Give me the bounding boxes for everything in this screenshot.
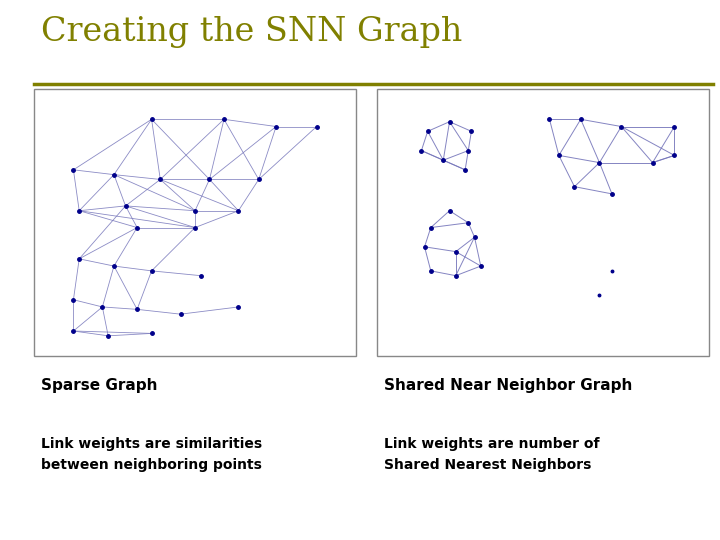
FancyBboxPatch shape bbox=[377, 89, 709, 356]
Text: Creating the SNN Graph: Creating the SNN Graph bbox=[41, 16, 462, 48]
Text: Sparse Graph: Sparse Graph bbox=[41, 378, 158, 393]
Text: Link weights are number of
Shared Nearest Neighbors: Link weights are number of Shared Neares… bbox=[384, 437, 600, 472]
FancyBboxPatch shape bbox=[34, 89, 356, 356]
Text: Link weights are similarities
between neighboring points: Link weights are similarities between ne… bbox=[41, 437, 262, 472]
Text: Shared Near Neighbor Graph: Shared Near Neighbor Graph bbox=[384, 378, 633, 393]
